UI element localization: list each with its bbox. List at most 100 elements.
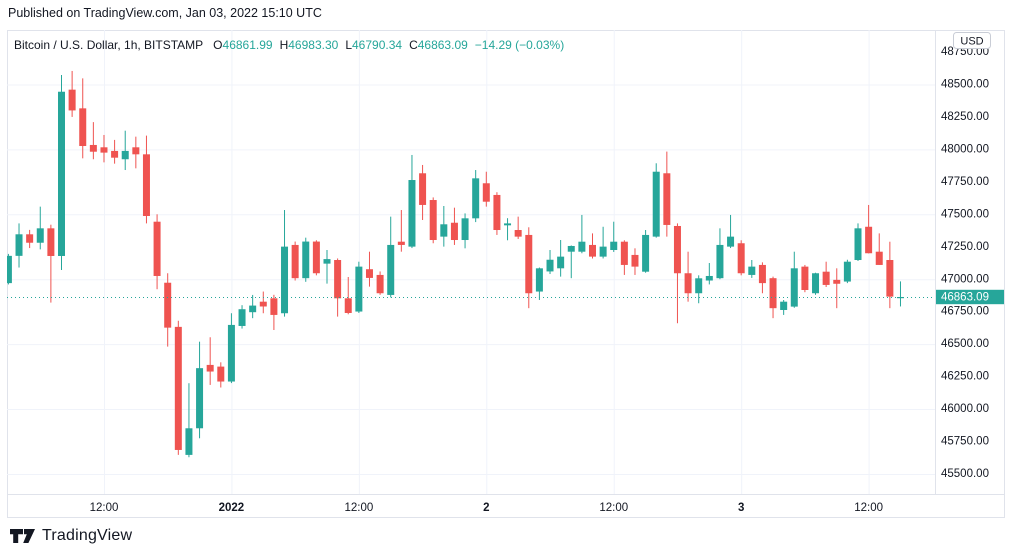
candle [259, 291, 267, 314]
last-price-badge-box [936, 289, 1004, 305]
candle [748, 260, 756, 278]
candle-body [461, 218, 469, 241]
candle [15, 223, 23, 268]
candle-body [259, 301, 267, 307]
candle-body [302, 241, 310, 279]
tradingview-footer-logo[interactable]: TradingView [10, 527, 132, 545]
candle [323, 250, 331, 284]
candle [334, 258, 342, 317]
candle [387, 216, 395, 298]
candle [450, 207, 458, 245]
price-axis[interactable]: 48750.00 48500.00 48250.00 48000.00 47750.00… [936, 32, 1004, 481]
candle [206, 337, 214, 385]
candle-body [68, 89, 76, 111]
candle [238, 305, 246, 329]
candle-body [843, 261, 851, 282]
candle [344, 277, 352, 315]
candle-body [790, 268, 798, 307]
candle-body [812, 273, 820, 294]
candle-body [249, 305, 257, 313]
candle [822, 261, 830, 288]
candle-body [833, 279, 841, 284]
price-axis-label: 45750.00 [941, 436, 989, 448]
candle [132, 136, 140, 169]
candle [843, 259, 851, 284]
ohlc-open-label: O [213, 38, 223, 52]
candle [100, 134, 108, 163]
candle-body [493, 194, 501, 231]
candle [472, 170, 480, 223]
candle-body [472, 178, 480, 219]
candle-body [355, 266, 363, 312]
candle [896, 281, 904, 307]
candle-body [440, 224, 448, 237]
candle [419, 164, 427, 221]
candle [578, 214, 586, 254]
candle [281, 210, 289, 317]
time-axis[interactable]: 12:00 2022 12:00 2 12:00 3 12:00 [90, 502, 883, 514]
currency-badge: USD [953, 32, 991, 49]
candle [153, 214, 161, 290]
price-axis-label: 48000.00 [941, 143, 989, 155]
candle-body [387, 244, 395, 295]
currency-badge-label: USD [960, 35, 983, 47]
symbol-legend[interactable]: Bitcoin / U.S. Dollar, 1h, BITSTAMP O4686… [14, 38, 564, 52]
candle-body [663, 173, 671, 225]
candle [589, 233, 596, 259]
candle-body [652, 171, 660, 237]
time-axis-label: 2 [483, 502, 489, 514]
candle [164, 273, 172, 347]
candle-body [684, 273, 692, 294]
candle [737, 240, 745, 276]
candles-layer [7, 70, 904, 458]
candle-body [111, 150, 119, 158]
candle-body [546, 259, 554, 272]
candle-body [450, 222, 458, 241]
candle-body [26, 234, 34, 243]
candle-body [780, 301, 788, 310]
candle [610, 221, 618, 252]
currency-badge-box [953, 32, 991, 49]
candle-body [758, 264, 766, 284]
candle-body [217, 366, 225, 382]
time-axis-label: 12:00 [599, 502, 628, 514]
candle [68, 70, 76, 117]
candle-body [36, 228, 44, 243]
candle-body [121, 150, 129, 160]
candle [397, 210, 405, 252]
candle-body [100, 147, 108, 153]
candle-body [47, 228, 55, 256]
candle [642, 230, 650, 273]
published-caption: Published on TradingView.com, Jan 03, 20… [8, 6, 322, 20]
candle-body [801, 266, 809, 290]
candle-body [89, 144, 97, 152]
candle [142, 135, 150, 224]
candle [482, 171, 490, 207]
candle [196, 341, 204, 439]
chart-widget-frame [7, 30, 1005, 518]
candle [376, 271, 384, 295]
candle [79, 78, 87, 159]
price-axis-label: 45500.00 [941, 468, 989, 480]
candle-body [610, 241, 618, 251]
candle-body [164, 282, 172, 328]
candle [270, 294, 278, 330]
candle [695, 275, 703, 304]
candle-body [196, 368, 204, 429]
symbol-title: Bitcoin / U.S. Dollar, 1h, BITSTAMP [14, 38, 204, 52]
candle [36, 206, 44, 250]
candle-body [334, 260, 342, 299]
time-axis-label: 12:00 [90, 502, 119, 514]
candle-body [344, 298, 352, 313]
candle [185, 383, 193, 458]
candle [833, 268, 841, 309]
candle [355, 261, 363, 313]
candle-body [323, 259, 331, 264]
price-axis-label: 46000.00 [941, 403, 989, 415]
candle-body [514, 230, 522, 237]
candle-body [748, 266, 756, 275]
candle-body [620, 241, 628, 265]
candle [504, 218, 512, 241]
candle [599, 226, 607, 259]
candle-body [376, 274, 384, 294]
